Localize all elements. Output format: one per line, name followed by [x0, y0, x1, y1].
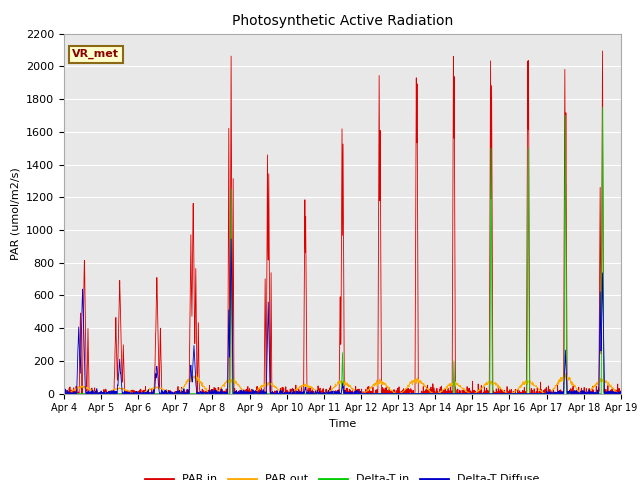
PAR in: [617, 391, 625, 396]
Delta-T in: [583, 391, 591, 396]
PAR in: [216, 391, 223, 396]
Legend: PAR in, PAR out, Delta-T in, Delta-T Diffuse: PAR in, PAR out, Delta-T in, Delta-T Dif…: [141, 470, 544, 480]
Delta-T in: [598, 104, 606, 110]
X-axis label: Time: Time: [329, 419, 356, 429]
PAR in: [60, 385, 68, 391]
Delta-T in: [216, 391, 223, 396]
PAR out: [504, 391, 512, 396]
PAR in: [359, 391, 367, 396]
PAR out: [584, 390, 591, 396]
PAR out: [216, 387, 223, 393]
Delta-T Diffuse: [216, 390, 223, 396]
PAR out: [358, 391, 366, 396]
PAR out: [561, 371, 569, 377]
Delta-T in: [358, 391, 366, 396]
Delta-T Diffuse: [584, 390, 591, 396]
Title: Photosynthetic Active Radiation: Photosynthetic Active Radiation: [232, 14, 453, 28]
PAR in: [504, 391, 512, 396]
Delta-T in: [568, 391, 575, 396]
Line: Delta-T in: Delta-T in: [64, 107, 621, 394]
Delta-T in: [371, 391, 378, 396]
Delta-T Diffuse: [568, 388, 575, 394]
Y-axis label: PAR (umol/m2/s): PAR (umol/m2/s): [10, 167, 20, 260]
PAR out: [617, 391, 625, 396]
Delta-T Diffuse: [617, 391, 625, 396]
PAR in: [598, 48, 606, 54]
Delta-T in: [60, 391, 68, 396]
Text: VR_met: VR_met: [72, 49, 119, 59]
PAR in: [60, 391, 68, 396]
Line: PAR out: PAR out: [64, 374, 621, 394]
Delta-T in: [617, 391, 625, 396]
Delta-T Diffuse: [60, 391, 68, 396]
PAR in: [568, 388, 575, 394]
Delta-T Diffuse: [359, 391, 367, 396]
PAR out: [371, 381, 378, 387]
PAR in: [584, 390, 591, 396]
Delta-T in: [504, 391, 512, 396]
Delta-T Diffuse: [371, 391, 379, 396]
Delta-T Diffuse: [504, 391, 512, 396]
PAR out: [60, 391, 68, 396]
Line: PAR in: PAR in: [64, 51, 621, 394]
PAR out: [568, 380, 575, 386]
Delta-T Diffuse: [227, 236, 235, 242]
Line: Delta-T Diffuse: Delta-T Diffuse: [64, 239, 621, 394]
PAR in: [371, 390, 379, 396]
